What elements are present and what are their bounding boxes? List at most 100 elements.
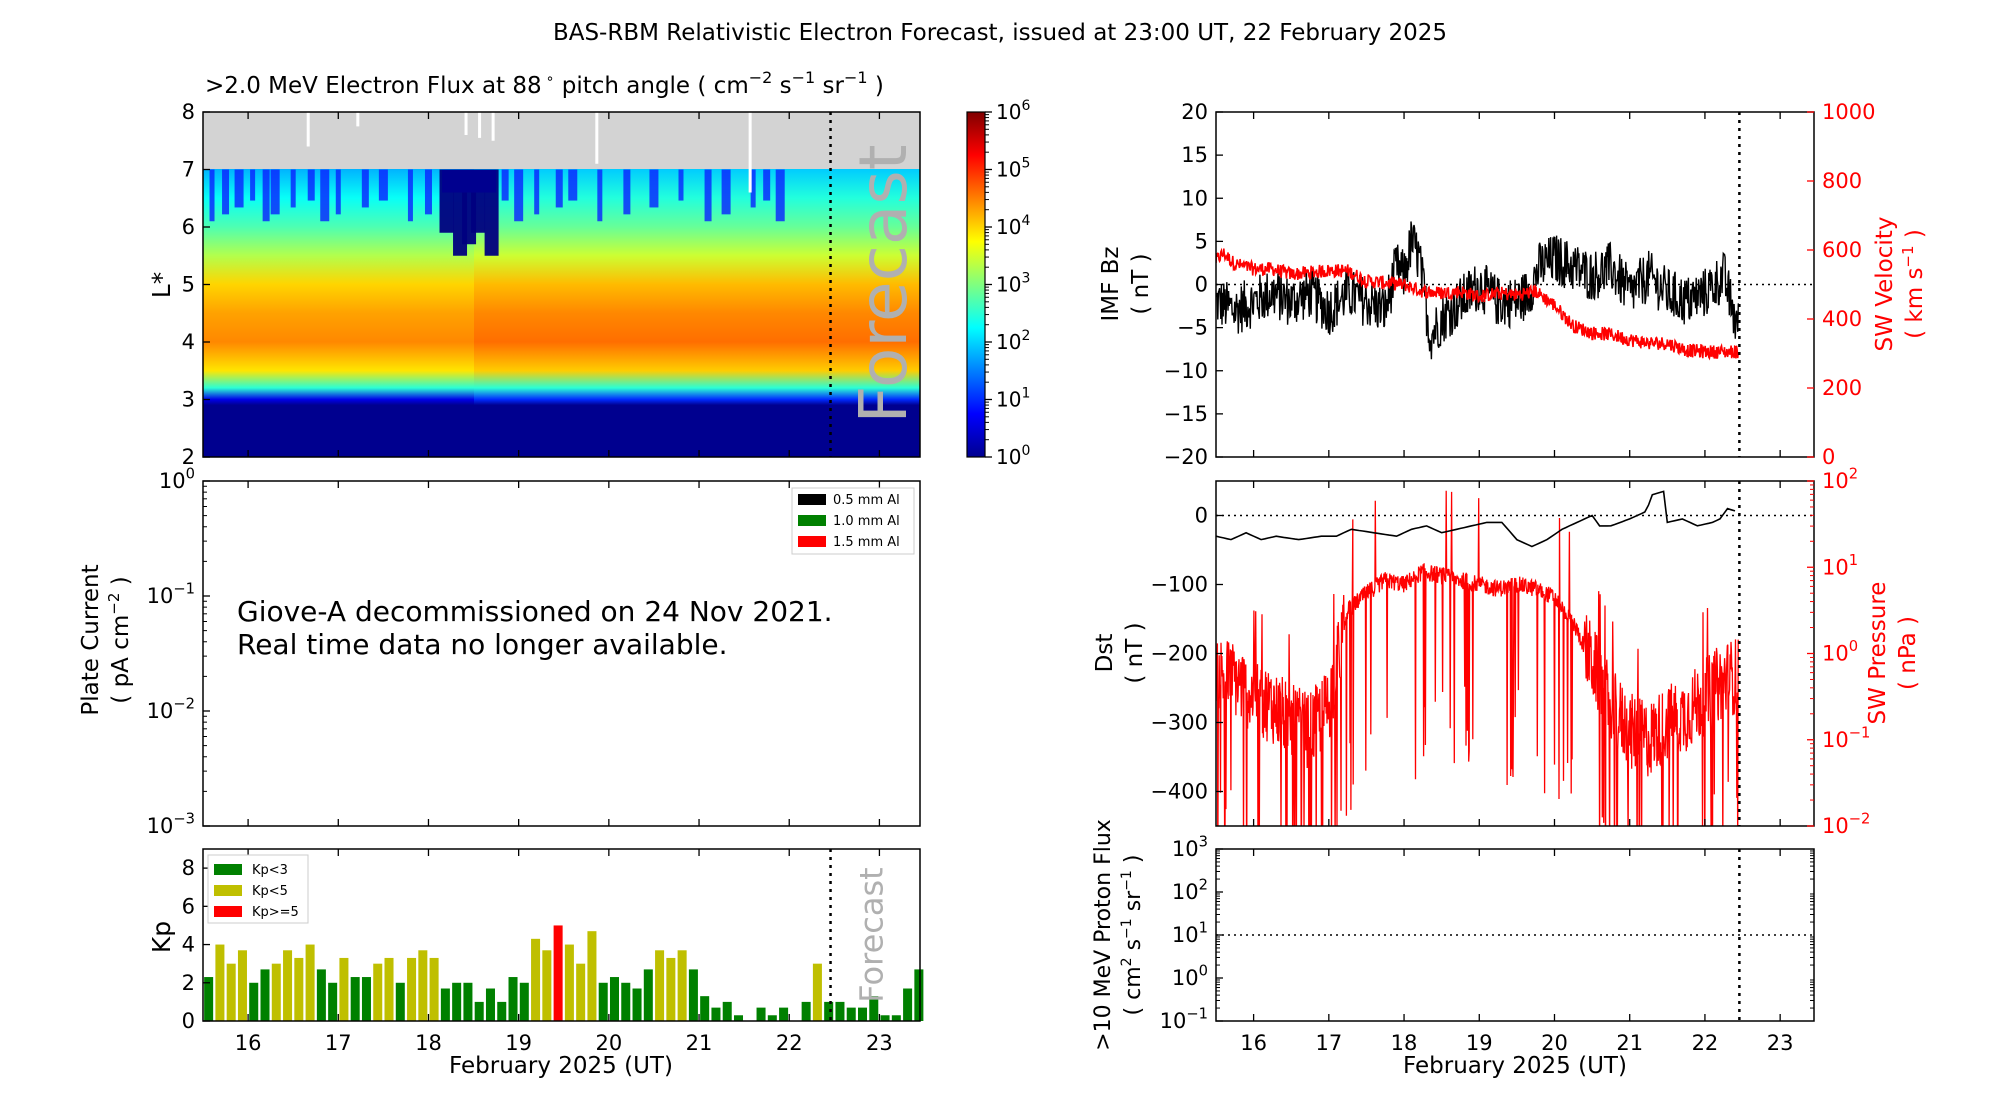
- x-tick-label: 18: [415, 1031, 442, 1055]
- kp-bar: [677, 950, 687, 1021]
- flux-streak: [320, 169, 330, 222]
- x-tick-label: 18: [1391, 1031, 1418, 1055]
- legend-label-10mm: 1.0 mm Al: [833, 514, 900, 529]
- kp-bar: [576, 963, 586, 1021]
- flux-streak: [209, 169, 215, 222]
- kp-bar: [666, 957, 676, 1021]
- flux-data-gap: [478, 112, 482, 138]
- flux-forecast-label: Forecast: [845, 144, 922, 423]
- figure-title: BAS-RBM Relativistic Electron Forecast, …: [553, 20, 1447, 46]
- flux-ylabel: L*: [147, 272, 176, 298]
- kp-bar: [237, 950, 247, 1021]
- y-tick-label: 2: [182, 971, 195, 995]
- proton-axes-frame: [1215, 848, 1815, 1022]
- proton-x-axis: 16 17 18 19 20 21 22 23: [1240, 849, 1794, 1055]
- kp-legend-swatch-mid: [214, 885, 242, 896]
- dst-ylabel: Dst: [1092, 634, 1118, 673]
- kp-x-axis: 16 17 18 19 20 21 22 23: [235, 849, 893, 1055]
- y-tick-label: −10: [1164, 359, 1208, 383]
- y-tick-label: 0: [1195, 273, 1208, 297]
- flux-no-data-region: [203, 112, 920, 170]
- kp-bar: [632, 988, 642, 1021]
- kp-bar: [756, 1007, 766, 1021]
- y-tick-label: 10: [1181, 186, 1208, 210]
- y-tick-label: −15: [1164, 402, 1208, 426]
- flux-streak: [222, 169, 230, 215]
- sw-pressure-series: [1216, 490, 1739, 826]
- sw-pressure-ylabel: SW Pressure: [1865, 582, 1891, 725]
- kp-bar: [914, 969, 924, 1021]
- flux-streak: [704, 169, 712, 222]
- kp-bar: [655, 950, 665, 1021]
- flux-title: >2.0 MeV Electron Flux at 88 ∘ pitch angl…: [205, 68, 884, 99]
- imf-ylabel: IMF Bz: [1098, 246, 1124, 321]
- flux-streak: [721, 169, 731, 215]
- kp-y-axis: 0 2 4 6 8: [182, 856, 210, 1033]
- y-tick-label: 10−1: [147, 581, 195, 608]
- y-tick-label: 0: [1195, 504, 1208, 528]
- kp-bar: [564, 944, 574, 1021]
- x-tick-label: 16: [1240, 1031, 1267, 1055]
- kp-bar: [328, 982, 338, 1021]
- kp-legend-label-high: Kp>=5: [252, 905, 299, 920]
- plate-y-axis: 10−3 10−2 10−1 100: [147, 466, 210, 838]
- y-tick-label: 100: [1822, 638, 1858, 665]
- colorbar-tick-label: 104: [996, 213, 1030, 239]
- kp-bar: [519, 982, 529, 1021]
- colorbar-tick-label: 103: [996, 271, 1030, 297]
- flux-streak: [234, 169, 244, 208]
- flux-streak: [270, 169, 280, 215]
- flux-deep-depletion: [442, 169, 497, 193]
- kp-bar: [361, 977, 371, 1021]
- legend-label-05mm: 0.5 mm Al: [833, 493, 900, 508]
- y-tick-label: 5: [1195, 229, 1208, 253]
- plate-x-ticks: [247, 481, 881, 826]
- y-tick-label: −100: [1150, 573, 1208, 597]
- plate-ylabel-units: ( pA cm−2 ): [105, 576, 134, 703]
- flux-streak: [568, 169, 578, 201]
- flux-streak: [361, 169, 369, 208]
- flux-streak: [750, 169, 756, 208]
- kp-legend-label-mid: Kp<5: [252, 884, 288, 899]
- y-tick-label: 102: [1822, 466, 1858, 493]
- kp-bar: [226, 963, 236, 1021]
- sw-velocity-series: [1216, 247, 1740, 361]
- proton-y-axis: 10−1 100 101 102 103: [1160, 834, 1814, 1033]
- y-tick-label: 200: [1822, 376, 1862, 400]
- flux-streak: [678, 169, 684, 201]
- sw-velocity-y-axis: 0 200 400 600 800 1000: [1807, 100, 1875, 469]
- flux-streak: [501, 169, 509, 201]
- flux-streak: [555, 169, 563, 208]
- kp-bar: [801, 1001, 811, 1021]
- kp-bar: [373, 963, 383, 1021]
- colorbar-tick-label: 105: [996, 156, 1030, 182]
- y-tick-label: 10−3: [147, 811, 195, 838]
- kp-bar: [846, 1007, 856, 1021]
- flux-data-gap: [491, 112, 495, 141]
- sw-pressure-y-axis: 10−2 10−1 100 101 102: [1807, 466, 1870, 838]
- imf-y-axis: −20 −15 −10 −5 0 5 10 15 20: [1164, 100, 1223, 469]
- y-tick-label: 20: [1181, 100, 1208, 124]
- flux-x-ticks: [247, 112, 881, 457]
- flux-streak: [775, 169, 785, 222]
- kp-bar: [271, 963, 281, 1021]
- kp-bar: [474, 1001, 484, 1021]
- y-tick-label: 100: [1172, 963, 1208, 990]
- flux-heatmap-early: [203, 169, 474, 457]
- colorbar-tick-label: 100: [996, 443, 1030, 469]
- flux-streak: [623, 169, 631, 215]
- legend-swatch-10mm: [798, 515, 826, 526]
- kp-bar: [429, 957, 439, 1021]
- imf-bz-series: [1216, 221, 1739, 360]
- kp-bar: [305, 944, 315, 1021]
- kp-legend-swatch-low: [214, 864, 242, 875]
- plate-message-line1: Giove-A decommissioned on 24 Nov 2021.: [237, 595, 833, 628]
- y-tick-label: 101: [1172, 920, 1208, 947]
- legend-swatch-05mm: [798, 494, 826, 505]
- kp-bar: [215, 944, 225, 1021]
- dst-series: [1216, 490, 1736, 548]
- x-tick-label: 19: [505, 1031, 532, 1055]
- kp-axes-frame: [202, 848, 921, 1022]
- flux-data-gap: [595, 112, 599, 164]
